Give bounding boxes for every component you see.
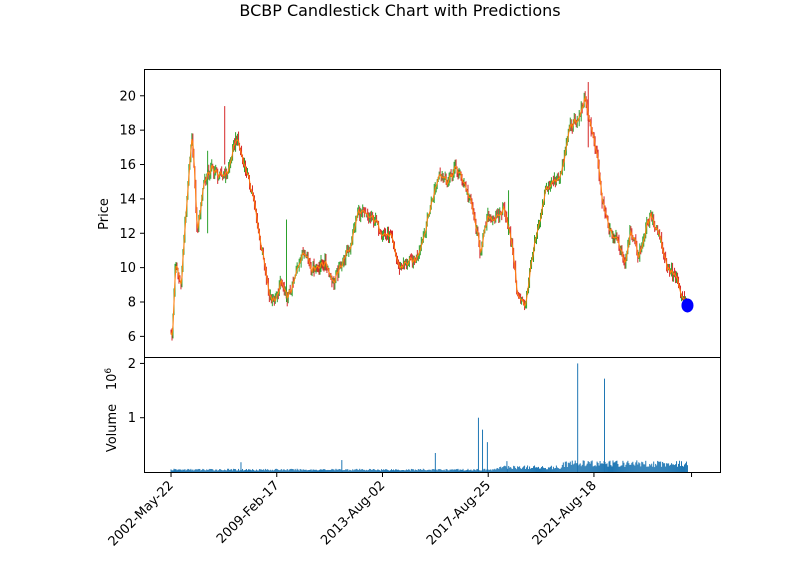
volume-offset-label: 106 — [104, 368, 120, 391]
volume-panel: 12 Volume 106 — [104, 357, 721, 473]
price-y-tick-label: 6 — [128, 330, 136, 345]
price-y-tick-label: 10 — [119, 261, 136, 276]
price-plot-area — [170, 82, 694, 341]
price-y-axis: 6 8 10 12 14 16 18 20 — [119, 89, 145, 345]
volume-plot-area — [170, 363, 688, 472]
chart-title: BCBP Candlestick Chart with Predictions — [239, 1, 560, 20]
x-tick-label: 2013-Aug-02 — [318, 478, 388, 548]
volume-panel-frame — [144, 357, 721, 473]
x-tick-label: 2021-Aug-18 — [530, 478, 600, 548]
price-y-tick-label: 20 — [119, 89, 136, 104]
price-y-tick-label: 18 — [119, 124, 136, 139]
price-y-tick-label: 12 — [119, 227, 136, 242]
prediction-line — [170, 95, 689, 336]
volume-y-tick-label: 2 — [128, 357, 136, 372]
price-y-label: Price — [97, 198, 112, 230]
x-tick-label: 2002-May-22 — [106, 478, 177, 549]
x-tick-label: 2017-Aug-25 — [424, 478, 494, 548]
price-panel-frame — [144, 69, 721, 358]
volume-y-tick-label: 1 — [128, 411, 136, 426]
price-y-tick-label: 14 — [119, 192, 136, 207]
prediction-marker — [681, 298, 694, 313]
price-y-tick-label: 8 — [128, 296, 136, 311]
x-tick-label: 2009-Feb-17 — [214, 478, 283, 547]
price-panel: 6 8 10 12 14 16 18 20 Price — [97, 69, 721, 358]
volume-y-axis: 12 — [128, 357, 145, 426]
x-axis: 2002-May-22 2009-Feb-17 2013-Aug-02 2017-Au… — [106, 472, 693, 549]
volume-y-label: Volume — [105, 404, 120, 452]
price-y-tick-label: 16 — [119, 158, 136, 173]
